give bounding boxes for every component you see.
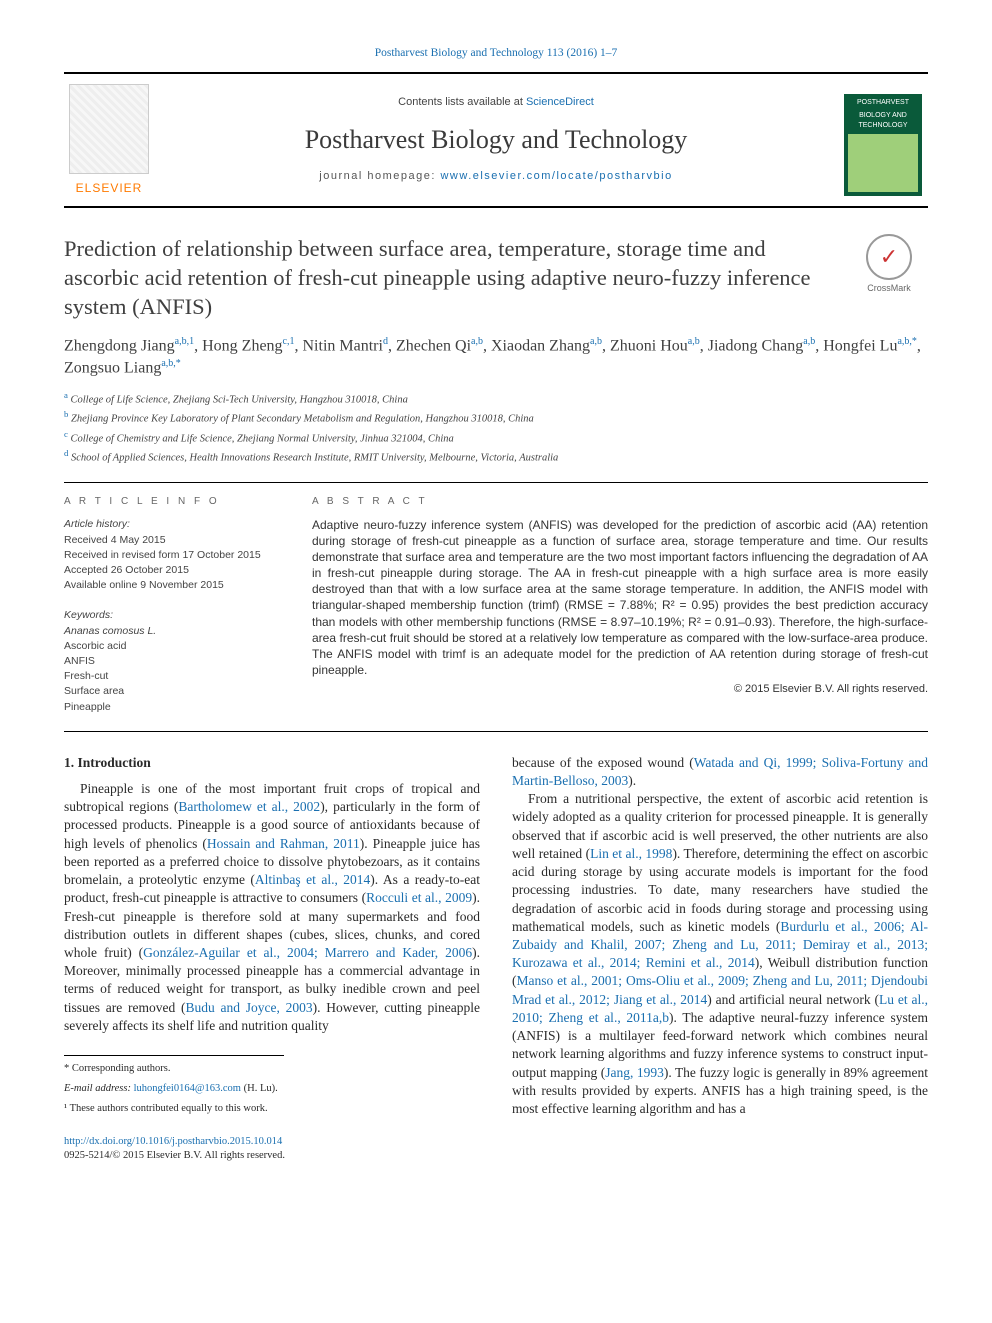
article-info: A R T I C L E I N F O Article history: R…	[64, 495, 278, 715]
article-history-label: Article history:	[64, 517, 278, 531]
cover-title-2: BIOLOGY AND TECHNOLOGY	[848, 111, 918, 130]
contents-prefix: Contents lists available at	[398, 96, 526, 108]
crossmark-badge[interactable]: ✓ CrossMark	[850, 234, 928, 294]
cover-block: POSTHARVEST BIOLOGY AND TECHNOLOGY	[838, 84, 928, 196]
cite-gonzalez-2004[interactable]: González-Aguilar et al., 2004; Marrero a…	[143, 945, 472, 960]
cite-bartholomew-2002[interactable]: Bartholomew et al., 2002	[178, 799, 320, 814]
intro-para-2: From a nutritional perspective, the exte…	[512, 790, 928, 1118]
corr-author-note: * Corresponding authors.	[64, 1062, 480, 1076]
abstract-block: A B S T R A C T Adaptive neuro-fuzzy inf…	[312, 495, 928, 715]
keyword-3: Fresh-cut	[64, 669, 278, 683]
cite-altinbas-2014[interactable]: Altinbaş et al., 2014	[255, 872, 370, 887]
intro-para-1: Pineapple is one of the most important f…	[64, 780, 480, 1035]
keywords-label: Keywords:	[64, 608, 278, 622]
homepage-link[interactable]: www.elsevier.com/locate/postharvbio	[440, 170, 672, 182]
publisher-name: ELSEVIER	[76, 180, 143, 196]
intro-para-1-cont: because of the exposed wound (Watada and…	[512, 754, 928, 790]
elsevier-tree-icon	[69, 84, 149, 174]
body-col-right: because of the exposed wound (Watada and…	[512, 754, 928, 1163]
crossmark-label: CrossMark	[867, 283, 911, 293]
affiliation-b: Zhejiang Province Key Laboratory of Plan…	[71, 414, 534, 425]
keyword-2: ANFIS	[64, 654, 278, 668]
online-date: Available online 9 November 2015	[64, 578, 278, 593]
abstract-head: A B S T R A C T	[312, 495, 928, 509]
cover-title-1: POSTHARVEST	[848, 98, 918, 107]
doi-link[interactable]: http://dx.doi.org/10.1016/j.postharvbio.…	[64, 1136, 282, 1147]
received-date: Received 4 May 2015	[64, 533, 278, 548]
abstract-text: Adaptive neuro-fuzzy inference system (A…	[312, 517, 928, 679]
cite-jang-1993[interactable]: Jang, 1993	[605, 1065, 664, 1080]
cite-lin-1998[interactable]: Lin et al., 1998	[590, 846, 672, 861]
keyword-1: Ascorbic acid	[64, 639, 278, 653]
divider	[64, 482, 928, 483]
issn-line: 0925-5214/© 2015 Elsevier B.V. All right…	[64, 1150, 285, 1161]
journal-homepage: journal homepage: www.elsevier.com/locat…	[168, 169, 824, 184]
affiliation-c: College of Chemistry and Life Science, Z…	[71, 433, 454, 444]
email-note: E-mail address: luhongfei0164@163.com (H…	[64, 1082, 480, 1096]
affiliation-list: a College of Life Science, Zhejiang Sci-…	[64, 389, 928, 466]
footnotes	[64, 1055, 284, 1056]
email-link[interactable]: luhongfei0164@163.com	[134, 1083, 241, 1094]
journal-ref-link[interactable]: Postharvest Biology and Technology 113 (…	[375, 47, 618, 59]
body-col-left: 1. Introduction Pineapple is one of the …	[64, 754, 480, 1163]
article-title: Prediction of relationship between surfa…	[64, 234, 836, 322]
article-info-head: A R T I C L E I N F O	[64, 495, 278, 509]
journal-ref-bar: Postharvest Biology and Technology 113 (…	[64, 46, 928, 62]
affiliation-a: College of Life Science, Zhejiang Sci-Te…	[71, 395, 408, 406]
journal-title: Postharvest Biology and Technology	[168, 122, 824, 157]
equal-contrib-note: ¹ These authors contributed equally to t…	[64, 1102, 480, 1116]
cite-budu-2003[interactable]: Budu and Joyce, 2003	[185, 1000, 312, 1015]
article-footer: http://dx.doi.org/10.1016/j.postharvbio.…	[64, 1135, 480, 1163]
affiliation-d: School of Applied Sciences, Health Innov…	[71, 452, 558, 463]
section-1-head: 1. Introduction	[64, 754, 480, 772]
keyword-4: Surface area	[64, 684, 278, 698]
publisher-block: ELSEVIER	[64, 84, 154, 196]
sciencedirect-link[interactable]: ScienceDirect	[526, 96, 594, 108]
journal-cover-icon: POSTHARVEST BIOLOGY AND TECHNOLOGY	[844, 94, 922, 196]
keyword-5: Pineapple	[64, 700, 278, 714]
author-list: Zhengdong Jianga,b,1, Hong Zhengc,1, Nit…	[64, 335, 928, 379]
keyword-0: Ananas comosus L.	[64, 624, 278, 638]
cite-hossain-2011[interactable]: Hossain and Rahman, 2011	[207, 836, 360, 851]
crossmark-icon: ✓	[866, 234, 912, 280]
cite-rocculi-2009[interactable]: Rocculi et al., 2009	[366, 890, 472, 905]
abstract-copyright: © 2015 Elsevier B.V. All rights reserved…	[312, 682, 928, 697]
contents-line: Contents lists available at ScienceDirec…	[168, 95, 824, 110]
divider	[64, 731, 928, 732]
accepted-date: Accepted 26 October 2015	[64, 563, 278, 578]
journal-banner: ELSEVIER Contents lists available at Sci…	[64, 72, 928, 208]
revised-date: Received in revised form 17 October 2015	[64, 548, 278, 563]
homepage-prefix: journal homepage:	[319, 170, 440, 182]
